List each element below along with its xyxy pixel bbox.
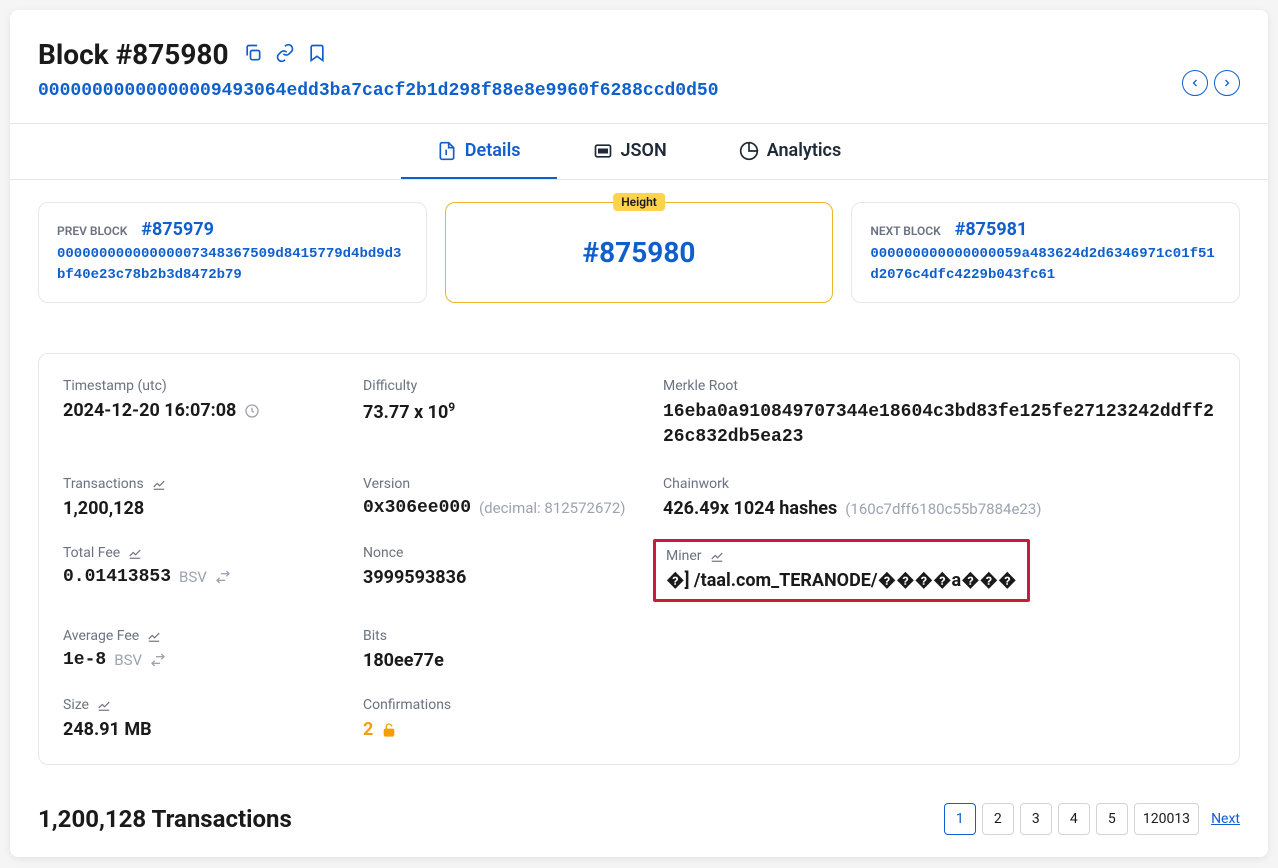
unlock-icon bbox=[381, 722, 397, 738]
avgfee-label: Average Fee bbox=[63, 628, 139, 644]
prev-block-label: PREV BLOCK bbox=[57, 224, 127, 238]
block-card: Block #875980 00000000000000009493064edd… bbox=[10, 10, 1268, 857]
details-grid: Timestamp (utc) 2024-12-20 16:07:08 Diff… bbox=[38, 353, 1240, 765]
bits-label: Bits bbox=[363, 628, 653, 644]
confirm-label: Confirmations bbox=[363, 697, 653, 713]
detail-totalfee: Total Fee 0.01413853 BSV bbox=[63, 545, 353, 602]
chart-icon[interactable] bbox=[710, 549, 724, 563]
difficulty-exp: 9 bbox=[448, 400, 455, 414]
prev-block-card[interactable]: PREV BLOCK #875979 000000000000000073483… bbox=[38, 202, 427, 303]
swap-icon[interactable] bbox=[215, 569, 231, 585]
height-badge: Height bbox=[613, 193, 665, 211]
page-2[interactable]: 2 bbox=[982, 803, 1014, 835]
link-icon[interactable] bbox=[275, 43, 295, 67]
transactions-label: Transactions bbox=[63, 476, 144, 492]
page-4[interactable]: 4 bbox=[1058, 803, 1090, 835]
detail-nonce: Nonce 3999593836 bbox=[363, 545, 653, 602]
tab-json-label: JSON bbox=[621, 140, 667, 161]
pagination: 1 2 3 4 5 120013 Next bbox=[944, 803, 1240, 835]
chart-icon[interactable] bbox=[128, 546, 142, 560]
current-block-height: #875980 bbox=[583, 236, 696, 269]
swap-icon[interactable] bbox=[150, 652, 166, 668]
next-block-num: #875981 bbox=[955, 219, 1028, 240]
copy-icon[interactable] bbox=[243, 43, 263, 67]
detail-avgfee: Average Fee 1e-8 BSV bbox=[63, 628, 353, 671]
chainwork-hex: (160c7dff6180c55b7884e23) bbox=[845, 500, 1041, 518]
tab-analytics[interactable]: Analytics bbox=[703, 124, 878, 179]
totalfee-value: 0.01413853 bbox=[63, 567, 171, 587]
page-title: Block #875980 bbox=[38, 38, 229, 71]
version-label: Version bbox=[363, 476, 653, 492]
next-block-label: NEXT BLOCK bbox=[870, 224, 940, 238]
detail-merkle: Merkle Root 16eba0a910849707344e18604c3b… bbox=[663, 378, 1215, 450]
merkle-label: Merkle Root bbox=[663, 378, 1215, 394]
tab-json[interactable]: JSON bbox=[557, 124, 703, 179]
chainwork-value: 426.49x 1024 hashes bbox=[663, 498, 837, 519]
footer-row: 1,200,128 Transactions 1 2 3 4 5 120013 … bbox=[10, 787, 1268, 857]
confirm-value: 2 bbox=[363, 719, 373, 740]
bits-value: 180ee77e bbox=[363, 650, 653, 671]
bookmark-icon[interactable] bbox=[307, 43, 327, 67]
size-label: Size bbox=[63, 697, 89, 713]
page-1[interactable]: 1 bbox=[944, 803, 976, 835]
tx-count-heading: 1,200,128 Transactions bbox=[38, 805, 292, 833]
block-nav-row: PREV BLOCK #875979 000000000000000073483… bbox=[10, 180, 1268, 303]
next-page-link[interactable]: Next bbox=[1211, 811, 1240, 827]
detail-version: Version 0x306ee000 (decimal: 812572672) bbox=[363, 476, 653, 519]
detail-difficulty: Difficulty 73.77 x 109 bbox=[363, 378, 653, 450]
chart-icon[interactable] bbox=[147, 629, 161, 643]
prev-block-hash: 00000000000000007348367509d8415779d4bd9d… bbox=[57, 244, 408, 286]
avgfee-value: 1e-8 bbox=[63, 650, 106, 670]
detail-confirmations: Confirmations 2 bbox=[363, 697, 653, 740]
miner-label: Miner bbox=[666, 548, 702, 564]
tab-analytics-label: Analytics bbox=[767, 140, 842, 161]
nonce-label: Nonce bbox=[363, 545, 653, 561]
transactions-value: 1,200,128 bbox=[63, 498, 353, 519]
detail-miner: Miner �] /taal.com_TERANODE/����a��� bbox=[663, 545, 1215, 602]
detail-chainwork: Chainwork 426.49x 1024 hashes (160c7dff6… bbox=[663, 476, 1215, 519]
tab-details-label: Details bbox=[465, 140, 521, 161]
timestamp-label: Timestamp (utc) bbox=[63, 378, 353, 394]
block-hash[interactable]: 00000000000000009493064edd3ba7cacf2b1d29… bbox=[38, 81, 1240, 101]
size-value: 248.91 MB bbox=[63, 719, 353, 740]
title-action-icons bbox=[243, 43, 327, 67]
detail-bits: Bits 180ee77e bbox=[363, 628, 653, 671]
chainwork-label: Chainwork bbox=[663, 476, 1215, 492]
miner-highlight-box: Miner �] /taal.com_TERANODE/����a��� bbox=[653, 539, 1030, 602]
timestamp-value: 2024-12-20 16:07:08 bbox=[63, 400, 236, 421]
current-block-card: Height #875980 bbox=[445, 202, 834, 303]
page-last[interactable]: 120013 bbox=[1134, 803, 1199, 835]
title-row: Block #875980 bbox=[38, 38, 1240, 71]
miner-value: �] /taal.com_TERANODE/����a��� bbox=[666, 570, 1017, 591]
clock-icon bbox=[244, 403, 260, 419]
chart-icon[interactable] bbox=[152, 477, 166, 491]
next-block-card[interactable]: NEXT BLOCK #875981 000000000000000059a48… bbox=[851, 202, 1240, 303]
nav-arrows bbox=[1182, 70, 1240, 96]
page-3[interactable]: 3 bbox=[1020, 803, 1052, 835]
tabs: Details JSON Analytics bbox=[10, 123, 1268, 180]
avgfee-unit: BSV bbox=[114, 651, 142, 669]
version-value: 0x306ee000 bbox=[363, 498, 471, 518]
version-decimal: (decimal: 812572672) bbox=[479, 499, 625, 517]
header: Block #875980 00000000000000009493064edd… bbox=[10, 10, 1268, 123]
totalfee-unit: BSV bbox=[179, 568, 207, 586]
chart-icon[interactable] bbox=[97, 698, 111, 712]
difficulty-base: 73.77 x 10 bbox=[363, 402, 448, 423]
totalfee-label: Total Fee bbox=[63, 545, 120, 561]
difficulty-label: Difficulty bbox=[363, 378, 653, 394]
tab-details[interactable]: Details bbox=[401, 124, 557, 179]
nonce-value: 3999593836 bbox=[363, 567, 653, 588]
next-block-hash: 000000000000000059a483624d2d6346971c01f5… bbox=[870, 244, 1221, 286]
detail-timestamp: Timestamp (utc) 2024-12-20 16:07:08 bbox=[63, 378, 353, 450]
next-block-arrow[interactable] bbox=[1214, 70, 1240, 96]
page-5[interactable]: 5 bbox=[1096, 803, 1128, 835]
prev-block-num: #875979 bbox=[141, 219, 214, 240]
prev-block-arrow[interactable] bbox=[1182, 70, 1208, 96]
detail-transactions: Transactions 1,200,128 bbox=[63, 476, 353, 519]
merkle-value: 16eba0a910849707344e18604c3bd83fe125fe27… bbox=[663, 400, 1215, 450]
detail-size: Size 248.91 MB bbox=[63, 697, 353, 740]
